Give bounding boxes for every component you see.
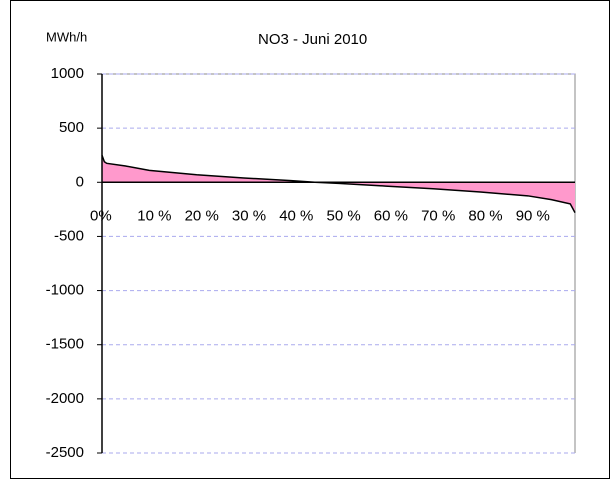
- y-tick-label: 1000: [51, 65, 84, 82]
- x-tick-label: 50 %: [327, 207, 361, 224]
- y-tick-label: -1500: [46, 336, 84, 353]
- chart-frame: [10, 0, 610, 479]
- x-tick-label: 30 %: [232, 207, 266, 224]
- y-axis-label: MWh/h: [46, 29, 87, 44]
- y-tick-label: -2000: [46, 390, 84, 407]
- y-tick-label: -1000: [46, 282, 84, 299]
- x-tick-label: 20 %: [185, 207, 219, 224]
- x-tick-label: 40 %: [279, 207, 313, 224]
- y-tick-label: -500: [54, 227, 84, 244]
- x-tick-label: 80 %: [468, 207, 502, 224]
- x-tick-label: 90 %: [516, 207, 550, 224]
- y-tick-label: 500: [59, 119, 84, 136]
- y-tick-label: -2500: [46, 444, 84, 461]
- x-tick-label: 0%: [90, 207, 112, 224]
- chart-title: NO3 - Juni 2010: [258, 31, 367, 48]
- y-tick-label: 0: [76, 173, 84, 190]
- x-tick-label: 70 %: [421, 207, 455, 224]
- area: [102, 155, 575, 213]
- x-tick-label: 10 %: [137, 207, 171, 224]
- x-tick-label: 60 %: [374, 207, 408, 224]
